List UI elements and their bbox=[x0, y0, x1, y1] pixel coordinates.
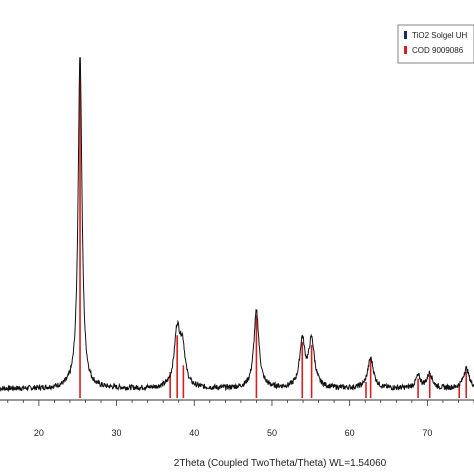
reference-lines bbox=[79, 58, 468, 398]
legend-swatch bbox=[404, 31, 407, 39]
plot-area bbox=[0, 56, 474, 398]
x-tick-label: 50 bbox=[267, 428, 277, 438]
x-tick-label: 60 bbox=[345, 428, 355, 438]
legend-swatch bbox=[404, 46, 407, 54]
x-tick-label: 70 bbox=[422, 428, 432, 438]
legend-label: TiO2 Solgel UH bbox=[412, 31, 468, 40]
x-tick-label: 40 bbox=[189, 428, 199, 438]
x-axis-title: 2Theta (Coupled TwoTheta/Theta) WL=1.540… bbox=[174, 458, 387, 469]
legend: TiO2 Solgel UH COD 9009086 bbox=[397, 24, 474, 64]
axes: 20 30 40 50 60 70 2Theta (Coupled TwoTheta/Th… bbox=[0, 399, 474, 469]
x-ticks: 20 30 40 50 60 70 bbox=[7, 400, 474, 438]
x-tick-label: 20 bbox=[34, 428, 44, 438]
x-tick-label: 30 bbox=[112, 428, 122, 438]
series-line-tio2 bbox=[0, 56, 474, 393]
legend-box bbox=[397, 24, 474, 64]
legend-label: COD 9009086 bbox=[412, 46, 464, 55]
